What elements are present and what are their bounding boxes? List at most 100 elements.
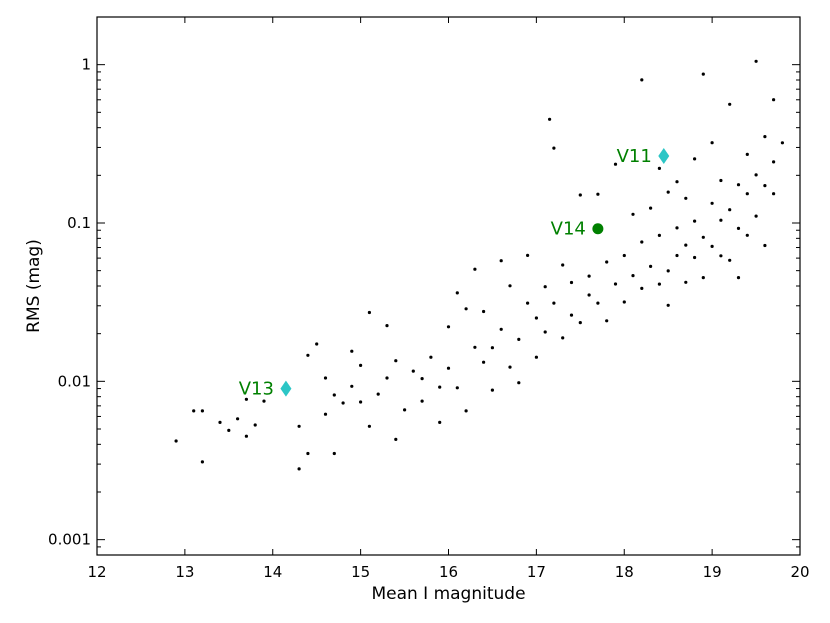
data-point <box>728 208 732 212</box>
data-point <box>315 342 319 346</box>
data-point <box>719 254 723 258</box>
data-point <box>701 235 705 239</box>
data-point <box>605 260 609 264</box>
data-point <box>464 307 468 311</box>
data-point <box>552 146 556 150</box>
data-point <box>508 365 512 369</box>
data-point <box>763 184 767 188</box>
data-point <box>376 392 380 396</box>
highlight-label-v14: V14 <box>551 219 586 240</box>
x-tick-label: 14 <box>263 563 282 581</box>
data-point <box>763 243 767 248</box>
data-point <box>657 282 662 286</box>
data-point <box>429 355 433 359</box>
data-point <box>622 253 626 258</box>
data-point <box>719 178 723 183</box>
y-tick-label: 0.01 <box>58 372 91 390</box>
data-point <box>780 141 785 145</box>
data-point <box>332 451 336 456</box>
data-point <box>640 286 644 290</box>
data-point <box>772 160 776 164</box>
x-axis-label: Mean I magnitude <box>371 584 525 604</box>
data-point <box>534 316 539 320</box>
data-point <box>640 78 644 82</box>
data-point <box>631 212 635 216</box>
data-point <box>306 353 310 357</box>
data-point <box>578 321 582 325</box>
x-tick-label: 19 <box>703 563 722 581</box>
data-point <box>657 233 662 237</box>
data-point <box>710 244 714 248</box>
data-point <box>622 300 626 304</box>
data-point <box>543 285 547 289</box>
data-point <box>420 377 424 381</box>
data-point <box>482 309 486 314</box>
data-point <box>306 451 310 456</box>
data-point <box>517 337 521 341</box>
x-tick-label: 16 <box>439 563 458 581</box>
x-tick-label: 15 <box>351 563 370 581</box>
data-point <box>649 264 653 268</box>
data-point <box>367 424 371 428</box>
data-point <box>548 117 552 121</box>
data-point <box>438 420 442 424</box>
data-point <box>464 409 468 413</box>
data-point <box>297 467 301 471</box>
data-point <box>323 376 328 380</box>
data-point <box>367 310 371 315</box>
data-point <box>438 385 442 389</box>
data-point <box>526 301 530 305</box>
data-point <box>473 345 477 349</box>
data-point <box>605 319 609 323</box>
highlight-label-v13: V13 <box>239 379 274 400</box>
data-point <box>649 206 653 210</box>
data-point <box>578 193 582 197</box>
data-point <box>666 190 670 194</box>
data-point <box>244 397 248 401</box>
data-point <box>745 152 749 156</box>
data-point <box>772 192 776 196</box>
data-point <box>446 366 451 370</box>
data-point <box>323 412 328 416</box>
y-tick-label: 1 <box>81 56 91 74</box>
data-point <box>684 243 688 247</box>
data-point <box>543 330 547 334</box>
data-point <box>640 240 644 244</box>
data-point <box>728 258 732 262</box>
x-tick-label: 13 <box>175 563 194 581</box>
data-point <box>341 401 345 405</box>
data-point <box>675 180 679 184</box>
data-point <box>736 276 741 280</box>
data-point <box>350 384 354 388</box>
data-point <box>569 280 574 285</box>
data-point <box>517 381 521 385</box>
data-point <box>403 408 407 412</box>
data-point <box>350 349 354 353</box>
data-point <box>587 293 591 297</box>
plot-frame <box>96 16 801 556</box>
data-point <box>772 98 776 102</box>
data-point <box>253 423 257 427</box>
y-tick-label: 0.001 <box>48 531 91 549</box>
data-point <box>218 420 222 424</box>
data-point <box>710 201 714 205</box>
data-point <box>666 303 670 307</box>
data-point <box>684 280 688 284</box>
x-tick-label: 18 <box>615 563 634 581</box>
data-point <box>385 324 389 328</box>
data-point <box>631 274 635 278</box>
data-point <box>332 393 336 397</box>
data-point <box>675 226 679 230</box>
data-point <box>297 424 301 428</box>
data-point <box>534 355 539 359</box>
data-point <box>613 162 618 166</box>
data-point <box>394 437 398 441</box>
data-point <box>446 325 451 329</box>
data-point <box>236 417 240 421</box>
data-point <box>482 360 486 364</box>
data-point <box>262 399 266 403</box>
x-tick-label: 20 <box>790 563 809 581</box>
data-point <box>754 59 758 63</box>
data-point <box>192 409 196 413</box>
